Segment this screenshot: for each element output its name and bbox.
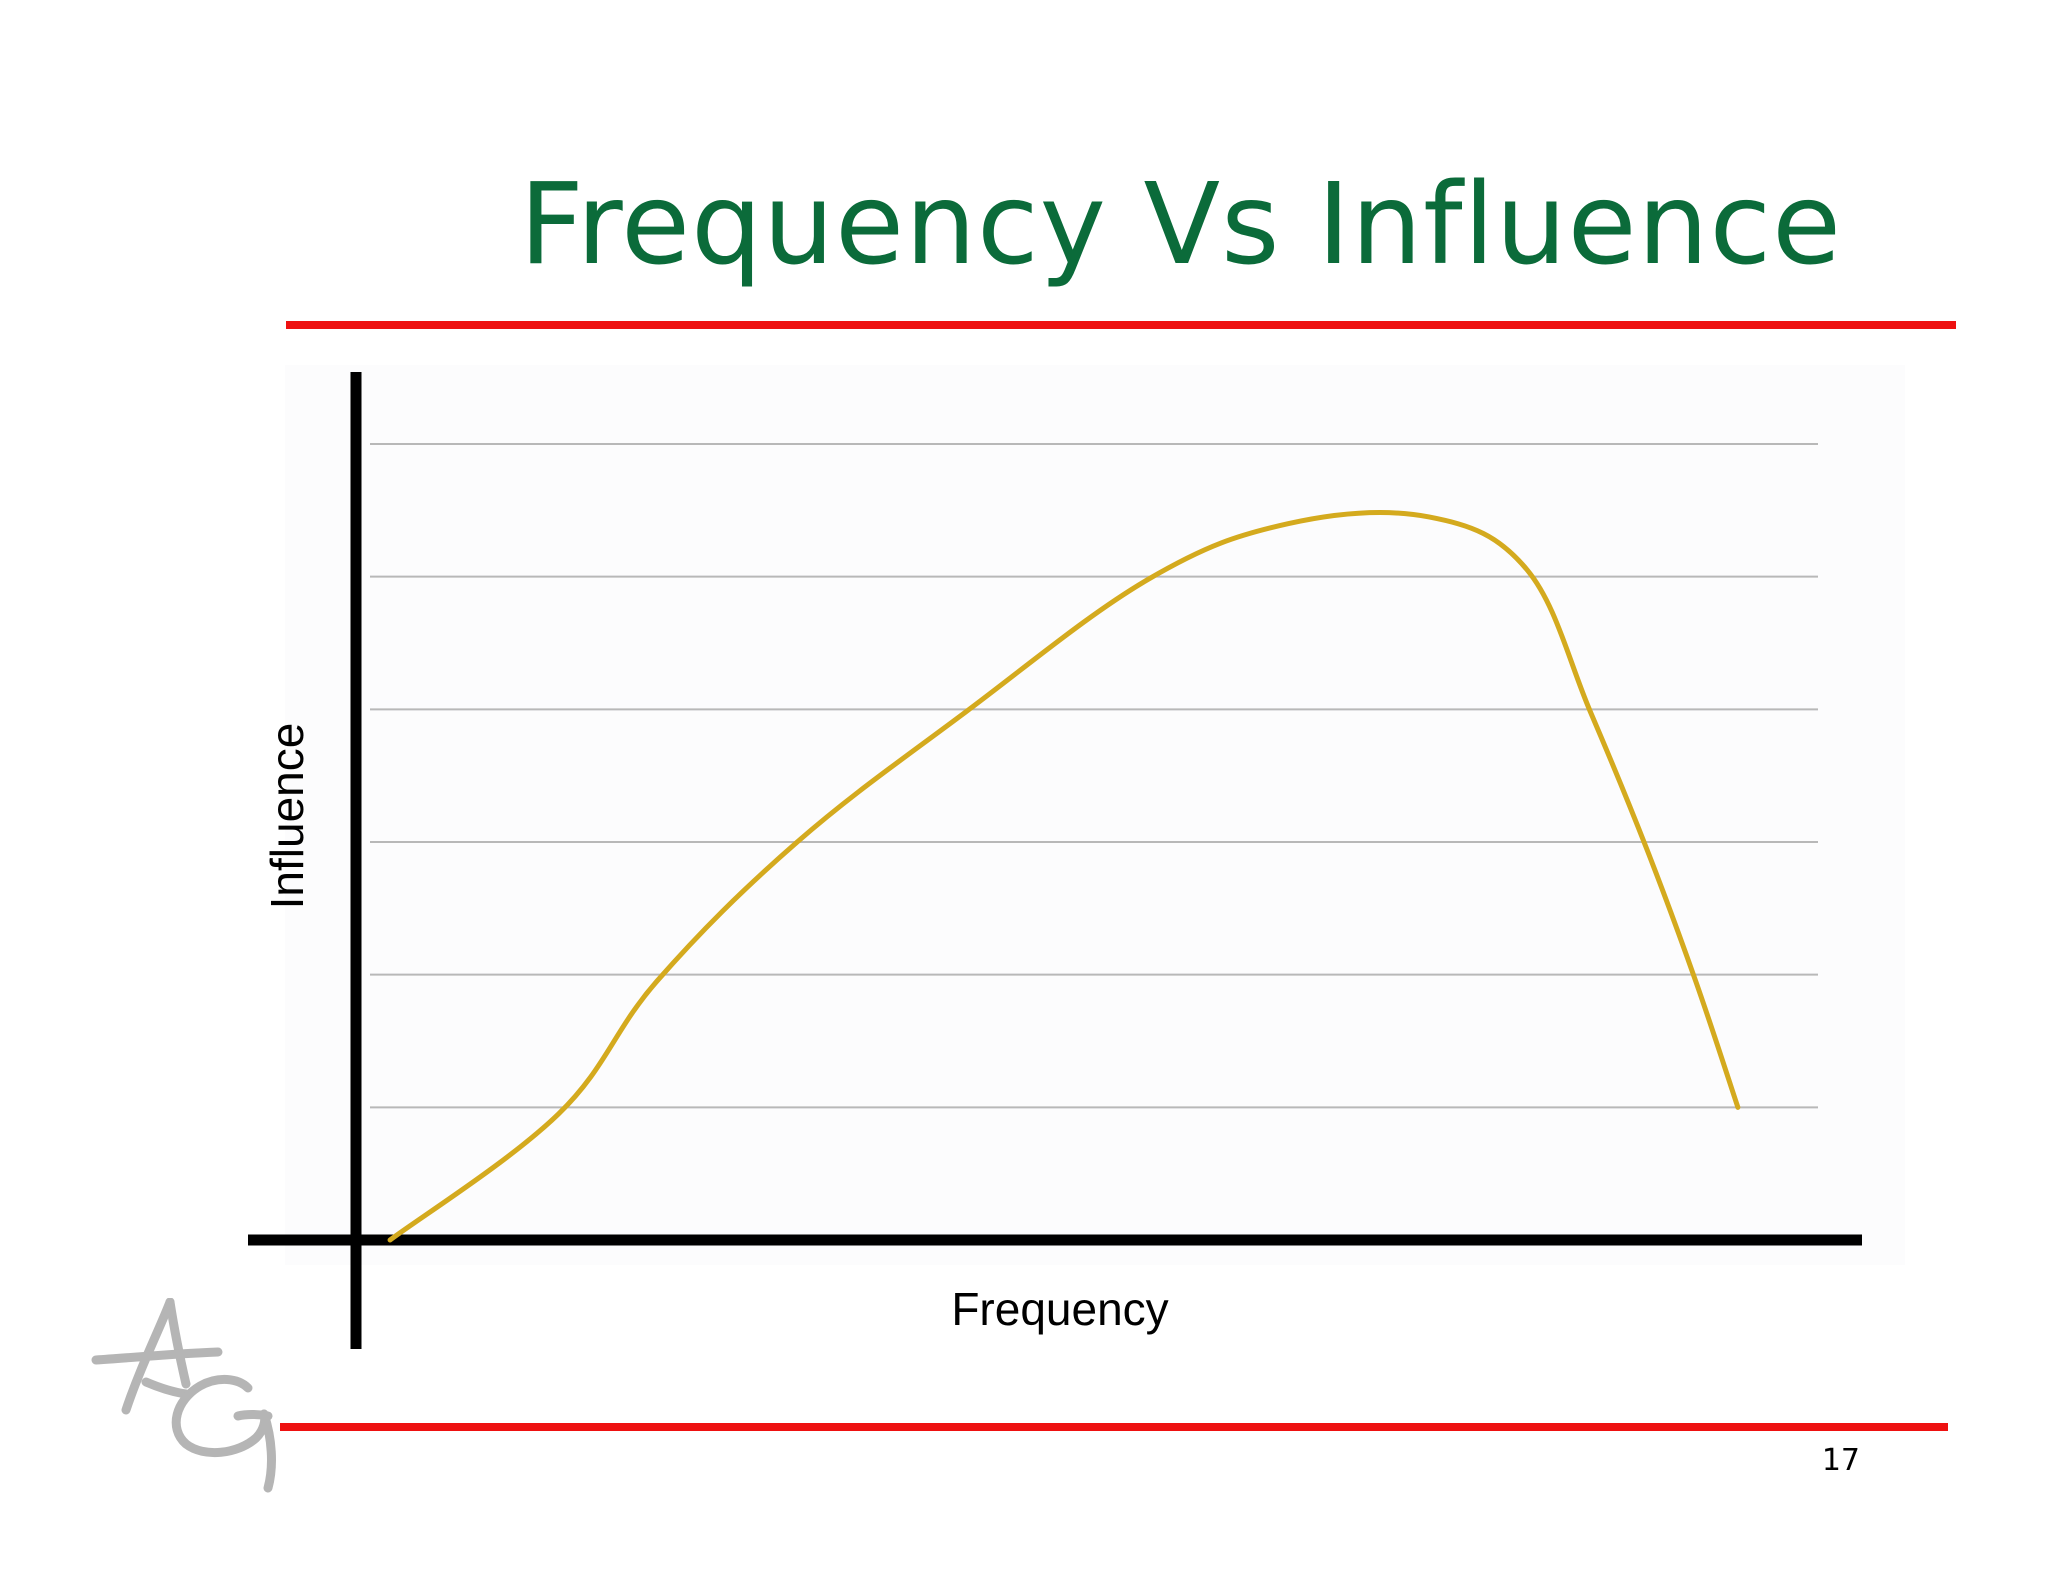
bottom-divider-line (280, 1423, 1948, 1431)
influence-curve (387, 509, 1741, 1243)
axes (248, 372, 1862, 1349)
page-number: 17 (1821, 1443, 1860, 1478)
ag-monogram-logo (91, 1298, 276, 1493)
top-divider-line (286, 321, 1956, 329)
gridlines (370, 443, 1818, 1109)
y-axis-label: Influence (261, 722, 313, 910)
x-axis-label: Frequency (951, 1283, 1169, 1335)
slide-title: Frequency Vs Influence (519, 160, 1842, 290)
